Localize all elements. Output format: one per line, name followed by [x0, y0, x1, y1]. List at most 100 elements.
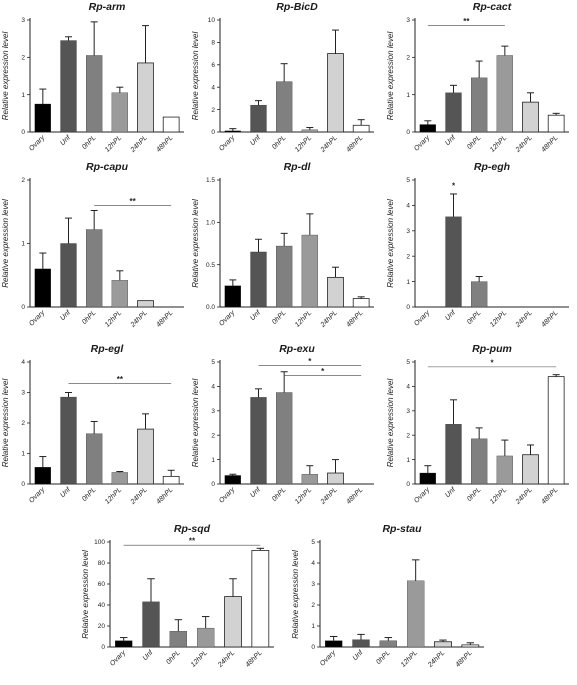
x-tick-label: Unf [444, 309, 457, 322]
bar-ovary [224, 475, 241, 485]
bar-unf [250, 251, 267, 308]
chart-title: Rp-arm [89, 1, 126, 13]
x-tick-label: Ovary [218, 486, 237, 505]
x-tick-label: 48hPL [540, 486, 559, 505]
bar-12hpl [496, 55, 513, 133]
significance-label: * [452, 182, 456, 191]
y-tick-label: 0.0 [206, 304, 215, 311]
x-tick-label: Ovary [28, 486, 47, 505]
bar-24hpl [224, 596, 242, 648]
chart-title: Rp-capu [86, 161, 129, 173]
bar-24hpl [327, 472, 344, 485]
y-tick-label: 0 [21, 304, 25, 311]
x-tick-label: 24hPL [514, 309, 534, 329]
bar-unf [445, 424, 462, 485]
y-axis-label: Relative expression level [291, 550, 300, 639]
y-tick-label: 0 [406, 481, 410, 488]
y-tick-label: 8 [211, 40, 215, 47]
bar-chart-rp-pum: Rp-pum Relative expression level 0 1 2 3 4 5 Ova… [386, 343, 569, 506]
y-tick-label: 3 [21, 17, 25, 24]
x-tick-label: 12hPL [104, 486, 123, 505]
bar-chart-rp-cact: Rp-cact Relative expression level 0 1 2 3 Ovar… [386, 1, 569, 154]
bar-12hpl [111, 280, 128, 308]
bar-48hpl [352, 298, 370, 308]
x-tick-label: Unf [444, 486, 457, 499]
bar-0hpl [86, 229, 103, 308]
x-tick-label: Ovary [28, 134, 47, 153]
y-tick-label: 40 [98, 602, 106, 609]
x-tick-label: 0hPL [81, 486, 98, 503]
y-tick-label: 10 [208, 17, 216, 24]
bar-12hpl [496, 455, 513, 485]
y-tick-label: 1 [21, 451, 25, 458]
x-tick-label: 48hPL [454, 649, 473, 668]
y-tick-label: 1 [21, 92, 25, 99]
y-tick-label: 1.5 [206, 177, 215, 184]
y-tick-label: 2 [21, 420, 25, 427]
bar-24hpl [434, 641, 452, 648]
y-tick-label: 2 [311, 602, 315, 609]
y-tick-label: 0 [211, 129, 215, 136]
bar-unf [250, 104, 267, 133]
bar-unf [60, 243, 77, 308]
y-tick-label: 4 [406, 384, 410, 391]
x-tick-label: Unf [142, 649, 155, 662]
x-tick-label: Ovary [28, 309, 47, 328]
x-tick-label: 12hPL [104, 134, 123, 153]
bar-48hpl [162, 116, 180, 133]
bar-0hpl [169, 631, 187, 648]
x-tick-label: 12hPL [489, 134, 508, 153]
y-tick-label: 0 [21, 481, 25, 488]
x-tick-label: 0hPL [81, 134, 98, 151]
bar-ovary [224, 130, 241, 133]
bar-ovary [115, 640, 133, 648]
x-tick-label: Unf [249, 486, 262, 499]
bar-0hpl [86, 433, 103, 485]
chart-title: Rp-sqd [174, 523, 211, 535]
x-tick-label: Ovary [218, 134, 237, 153]
bar-0hpl [471, 438, 488, 485]
bar-24hpl [137, 428, 154, 485]
y-tick-label: 3 [211, 408, 215, 415]
x-tick-label: Ovary [413, 134, 432, 153]
y-tick-label: 2 [211, 107, 215, 114]
x-tick-label: 12hPL [400, 649, 419, 668]
y-tick-label: 0 [21, 129, 25, 136]
bar-48hpl [162, 475, 180, 485]
x-tick-label: 12hPL [294, 309, 313, 328]
bar-12hpl [301, 474, 318, 485]
bar-ovary [224, 285, 241, 308]
x-tick-label: 48hPL [155, 486, 174, 505]
bar-48hpl [251, 549, 270, 648]
y-tick-label: 5 [211, 359, 215, 366]
x-tick-label: 24hPL [216, 649, 236, 669]
x-tick-label: 24hPL [129, 486, 149, 506]
significance-label: ** [189, 537, 196, 546]
x-tick-label: 48hPL [540, 134, 559, 153]
significance-label: * [321, 367, 325, 376]
x-tick-label: 24hPL [319, 134, 339, 154]
x-tick-label: 24hPL [129, 309, 149, 329]
bar-0hpl [276, 81, 293, 133]
y-tick-label: 5 [406, 359, 410, 366]
bar-chart-rp-egh: Rp-egh Relative expression level 0 1 2 3 4 5 Ova… [386, 161, 569, 329]
x-tick-label: Ovary [218, 309, 237, 328]
bar-48hpl [352, 124, 370, 133]
bar-ovary [419, 472, 436, 485]
y-tick-label: 3 [406, 228, 410, 235]
x-tick-label: 48hPL [540, 309, 559, 328]
bar-24hpl [327, 53, 344, 133]
bar-48hpl [461, 644, 480, 648]
bar-0hpl [379, 640, 397, 648]
y-tick-label: 4 [211, 384, 215, 391]
chart-title: Rp-pum [472, 343, 512, 355]
bar-12hpl [197, 627, 215, 648]
y-axis-label: Relative expression level [191, 379, 200, 468]
x-tick-label: Ovary [109, 649, 128, 668]
bar-12hpl [111, 472, 128, 485]
y-tick-label: 2 [406, 253, 410, 260]
bar-chart-rp-egl: Rp-egl Relative expression level 0 1 2 3 4 Ovar… [1, 343, 184, 506]
x-tick-label: 24hPL [129, 134, 149, 154]
bar-ovary [34, 103, 51, 133]
